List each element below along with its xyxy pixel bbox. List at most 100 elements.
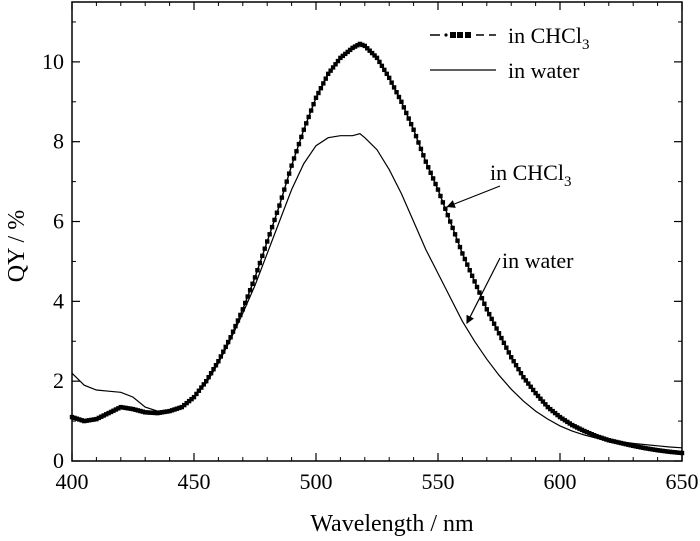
marker-in-chcl3 (599, 435, 604, 441)
marker-in-chcl3 (601, 436, 607, 441)
marker-in-chcl3 (609, 438, 614, 444)
marker-in-chcl3 (328, 68, 333, 73)
marker-in-chcl3 (272, 217, 277, 223)
marker-in-chcl3 (672, 450, 677, 455)
marker-in-chcl3 (367, 48, 372, 53)
marker-in-chcl3 (543, 402, 548, 407)
marker-in-chcl3 (674, 450, 680, 455)
marker-in-chcl3 (635, 444, 641, 449)
legend-label-in-chcl3-subscript: 3 (582, 37, 590, 53)
marker-in-chcl3 (277, 203, 282, 208)
marker-in-chcl3 (343, 51, 348, 57)
marker-in-chcl3 (450, 225, 455, 231)
marker-in-chcl3 (633, 444, 638, 449)
marker-in-chcl3 (191, 394, 197, 400)
legend-label-in-chcl3: in CHCl3 (508, 23, 589, 53)
marker-in-chcl3 (323, 76, 328, 81)
marker-in-chcl3 (545, 404, 550, 410)
marker-in-chcl3 (118, 404, 123, 410)
legend-label-in-water-text: in water (508, 58, 580, 83)
marker-in-chcl3 (423, 159, 428, 164)
marker-in-chcl3 (247, 287, 253, 293)
marker-in-chcl3 (479, 295, 485, 301)
marker-in-chcl3 (535, 393, 541, 399)
marker-in-chcl3 (225, 339, 231, 345)
marker-in-chcl3 (643, 446, 648, 451)
marker-in-chcl3 (333, 62, 338, 67)
marker-in-chcl3 (623, 441, 629, 447)
marker-in-chcl3 (311, 101, 316, 107)
x-tick-label: 450 (178, 469, 211, 494)
marker-in-chcl3 (96, 415, 102, 421)
marker-in-chcl3 (506, 350, 511, 355)
marker-in-chcl3 (86, 418, 92, 423)
marker-in-chcl3 (387, 75, 392, 81)
marker-in-chcl3 (355, 43, 360, 48)
marker-in-chcl3 (652, 447, 658, 453)
marker-in-chcl3 (491, 321, 497, 326)
marker-in-chcl3 (660, 448, 665, 454)
marker-in-chcl3 (511, 359, 516, 364)
marker-in-chcl3 (94, 416, 99, 422)
marker-in-chcl3 (140, 409, 145, 414)
marker-in-chcl3 (196, 388, 202, 393)
marker-in-chcl3 (213, 363, 219, 368)
marker-in-chcl3 (465, 262, 470, 267)
marker-in-chcl3 (445, 212, 450, 218)
marker-in-chcl3 (357, 41, 363, 47)
series-in-chcl3 (69, 41, 685, 456)
marker-in-chcl3 (589, 431, 594, 437)
annotation-label-in-chcl3-text: in CHCl (490, 160, 564, 185)
marker-in-chcl3 (513, 363, 519, 368)
marker-in-chcl3 (430, 176, 436, 181)
marker-in-chcl3 (611, 439, 616, 444)
marker-in-chcl3 (260, 253, 265, 259)
legend-marker-in-chcl3 (465, 32, 471, 38)
marker-in-chcl3 (570, 422, 575, 428)
marker-in-chcl3 (587, 430, 592, 436)
marker-in-chcl3 (338, 55, 343, 61)
marker-in-chcl3 (606, 438, 611, 443)
annotation-label-in-chcl3: in CHCl3 (490, 160, 571, 190)
marker-in-chcl3 (208, 370, 214, 376)
marker-in-chcl3 (626, 442, 631, 447)
annotations: in CHCl3 in water (446, 160, 574, 325)
marker-in-chcl3 (362, 43, 367, 49)
marker-in-chcl3 (482, 301, 487, 306)
marker-in-chcl3 (306, 114, 311, 120)
marker-in-chcl3 (596, 434, 602, 440)
marker-in-chcl3 (316, 90, 321, 96)
marker-in-chcl3 (221, 349, 226, 354)
marker-in-chcl3 (304, 121, 309, 126)
y-axis-title: QY / % (4, 210, 30, 282)
marker-in-chcl3 (82, 418, 87, 424)
marker-in-chcl3 (279, 195, 285, 200)
marker-in-chcl3 (111, 408, 116, 413)
marker-in-chcl3 (638, 445, 643, 450)
marker-in-chcl3 (533, 390, 538, 396)
marker-in-chcl3 (155, 410, 160, 416)
marker-in-chcl3 (528, 384, 533, 389)
marker-in-chcl3 (177, 405, 182, 411)
marker-in-chcl3 (335, 58, 341, 64)
marker-in-chcl3 (677, 450, 682, 455)
marker-in-chcl3 (679, 450, 685, 456)
marker-in-chcl3 (655, 448, 660, 453)
marker-in-chcl3 (577, 426, 582, 431)
marker-in-chcl3 (455, 238, 460, 243)
marker-in-chcl3 (121, 405, 126, 410)
marker-in-chcl3 (238, 312, 243, 318)
marker-in-chcl3 (308, 108, 314, 113)
marker-in-chcl3 (91, 417, 97, 422)
marker-in-chcl3 (157, 410, 163, 415)
series-layer (69, 41, 685, 456)
marker-in-chcl3 (477, 290, 482, 295)
marker-in-chcl3 (318, 86, 324, 91)
marker-in-chcl3 (216, 359, 221, 364)
marker-in-chcl3 (574, 425, 580, 430)
marker-in-chcl3 (184, 400, 189, 406)
marker-in-chcl3 (174, 406, 180, 411)
marker-in-chcl3 (552, 410, 558, 416)
marker-in-chcl3 (106, 410, 111, 416)
annotation-arrow-in-chcl3 (446, 185, 501, 208)
